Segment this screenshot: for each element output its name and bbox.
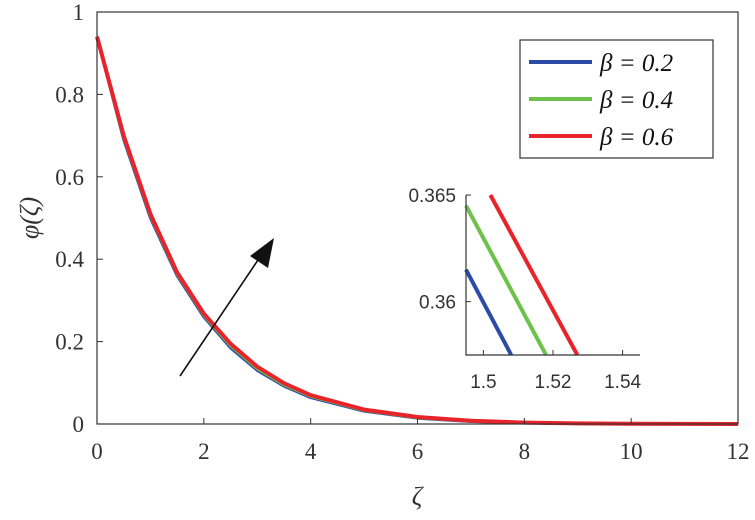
inset-background <box>466 195 640 355</box>
x-tick-label: 10 <box>620 439 643 464</box>
legend-label-3: β = 0.6 <box>599 124 674 151</box>
x-tick-label: 12 <box>727 439 750 464</box>
inset-axes <box>465 195 640 356</box>
inset-y-tick-label: 0.365 <box>408 186 456 207</box>
main-plot: 0 2 4 6 8 10 12 00.20.40.60.81 ζ φ(ζ) β = 0.2β… <box>15 0 750 511</box>
inset-series-line-3 <box>488 194 580 356</box>
main-y-ticks: 0 0.2 0.4 0.6 0.8 1 <box>55 0 103 437</box>
arrow-shaft <box>179 253 263 377</box>
x-tick-label: 2 <box>198 439 210 464</box>
y-tick-label: 0.8 <box>55 82 84 107</box>
y-tick-label: 0.2 <box>55 330 84 355</box>
inset-plot: 1.5 1.52 1.54 0.36 0.365 <box>408 186 641 393</box>
x-tick-label: 8 <box>519 439 531 464</box>
x-tick-label: 6 <box>412 439 424 464</box>
x-axis-label: ζ <box>412 482 424 511</box>
x-tick-label: 4 <box>305 439 317 464</box>
y-tick-label: 0.6 <box>55 165 84 190</box>
legend: β = 0.2 β = 0.4 β = 0.6 <box>519 39 714 159</box>
inset-y-tick-label: 0.36 <box>419 293 456 314</box>
inset-x-tick-label: 1.54 <box>604 372 641 393</box>
inset-x-ticks: 1.5 1.52 1.54 <box>470 350 642 393</box>
y-axis-label: φ(ζ) <box>15 197 44 239</box>
inset-series-line-1 <box>464 268 514 356</box>
beta-arrow-annotation <box>179 238 274 377</box>
inset-x-tick-label: 1.5 <box>470 372 496 393</box>
inset-series-lines <box>464 194 580 356</box>
y-tick-label: 0 <box>73 412 85 437</box>
legend-label-1: β = 0.2 <box>599 50 673 77</box>
inset-x-tick-label: 1.52 <box>535 372 572 393</box>
legend-label-2: β = 0.4 <box>599 87 673 114</box>
y-tick-label: 0.4 <box>55 247 84 272</box>
arrow-head-icon <box>250 238 274 268</box>
x-tick-label: 0 <box>91 439 103 464</box>
inset-y-ticks: 0.36 0.365 <box>408 186 471 314</box>
inset-series-line-2 <box>464 204 548 356</box>
y-tick-label: 1 <box>73 0 85 25</box>
main-x-ticks: 0 2 4 6 8 10 12 <box>91 418 750 464</box>
